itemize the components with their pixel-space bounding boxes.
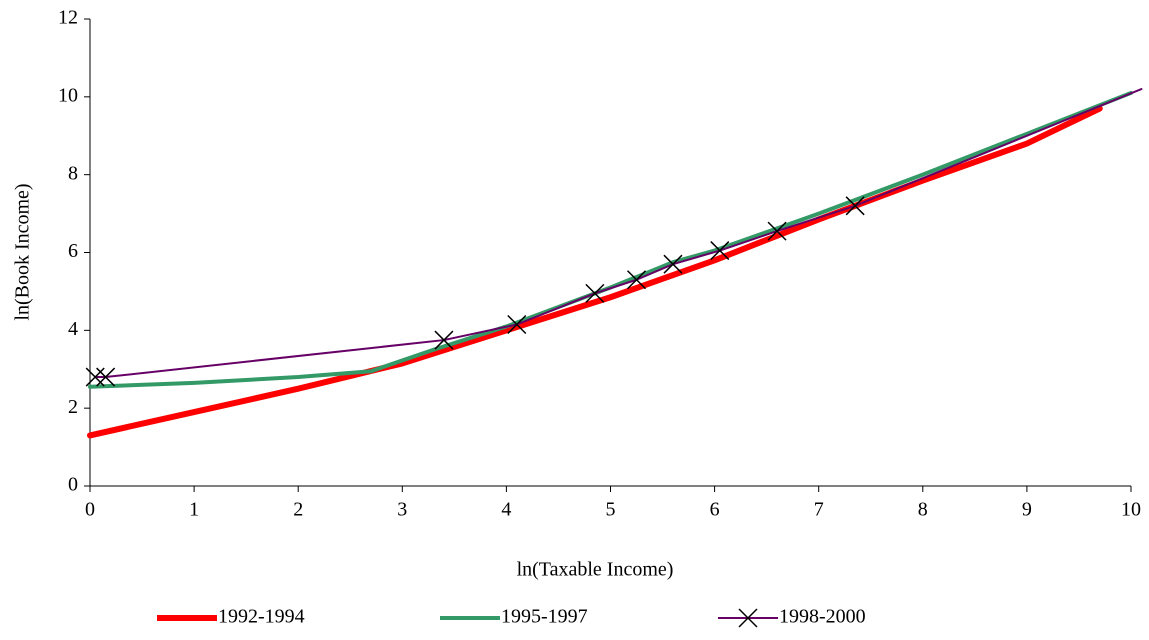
point-marker [85,367,105,387]
legend-label: 1992-1994 [218,606,305,628]
x-tick-label: 7 [814,499,824,521]
point-marker [626,270,647,290]
point-marker [585,283,605,303]
point-marker [767,221,787,241]
y-tick-label: 2 [68,396,78,418]
x-tick-label: 8 [918,499,928,521]
x-tick-label: 4 [501,499,511,521]
point-marker [507,314,527,335]
legend-marker [738,608,758,628]
x-axis-title: ln(Taxable Income) [517,559,674,581]
x-tick-label: 1 [189,499,199,521]
y-tick-label: 8 [68,162,78,184]
x-tick-label: 0 [85,499,95,521]
legend-label: 1998-2000 [779,606,866,628]
point-marker [710,241,730,261]
point-marker [96,367,116,387]
legend-label: 1995-1997 [501,606,588,628]
series-line [88,90,1133,389]
series-line [94,88,1143,379]
x-tick-label: 5 [606,499,616,521]
x-tick-label: 2 [293,499,303,521]
y-tick-label: 4 [68,318,78,340]
y-tick-label: 6 [68,240,78,262]
series-line [87,105,1103,439]
point-marker [845,196,865,216]
y-tick-label: 10 [58,84,78,106]
y-axis-title: ln(Book Income) [12,183,34,320]
y-tick-label: 0 [68,474,78,496]
point-marker [434,330,454,350]
point-marker [663,254,683,274]
x-tick-label: 3 [397,499,407,521]
x-tick-label: 6 [710,499,720,521]
y-tick-label: 12 [58,7,78,29]
x-tick-label: 10 [1121,499,1141,521]
x-tick-label: 9 [1022,499,1032,521]
